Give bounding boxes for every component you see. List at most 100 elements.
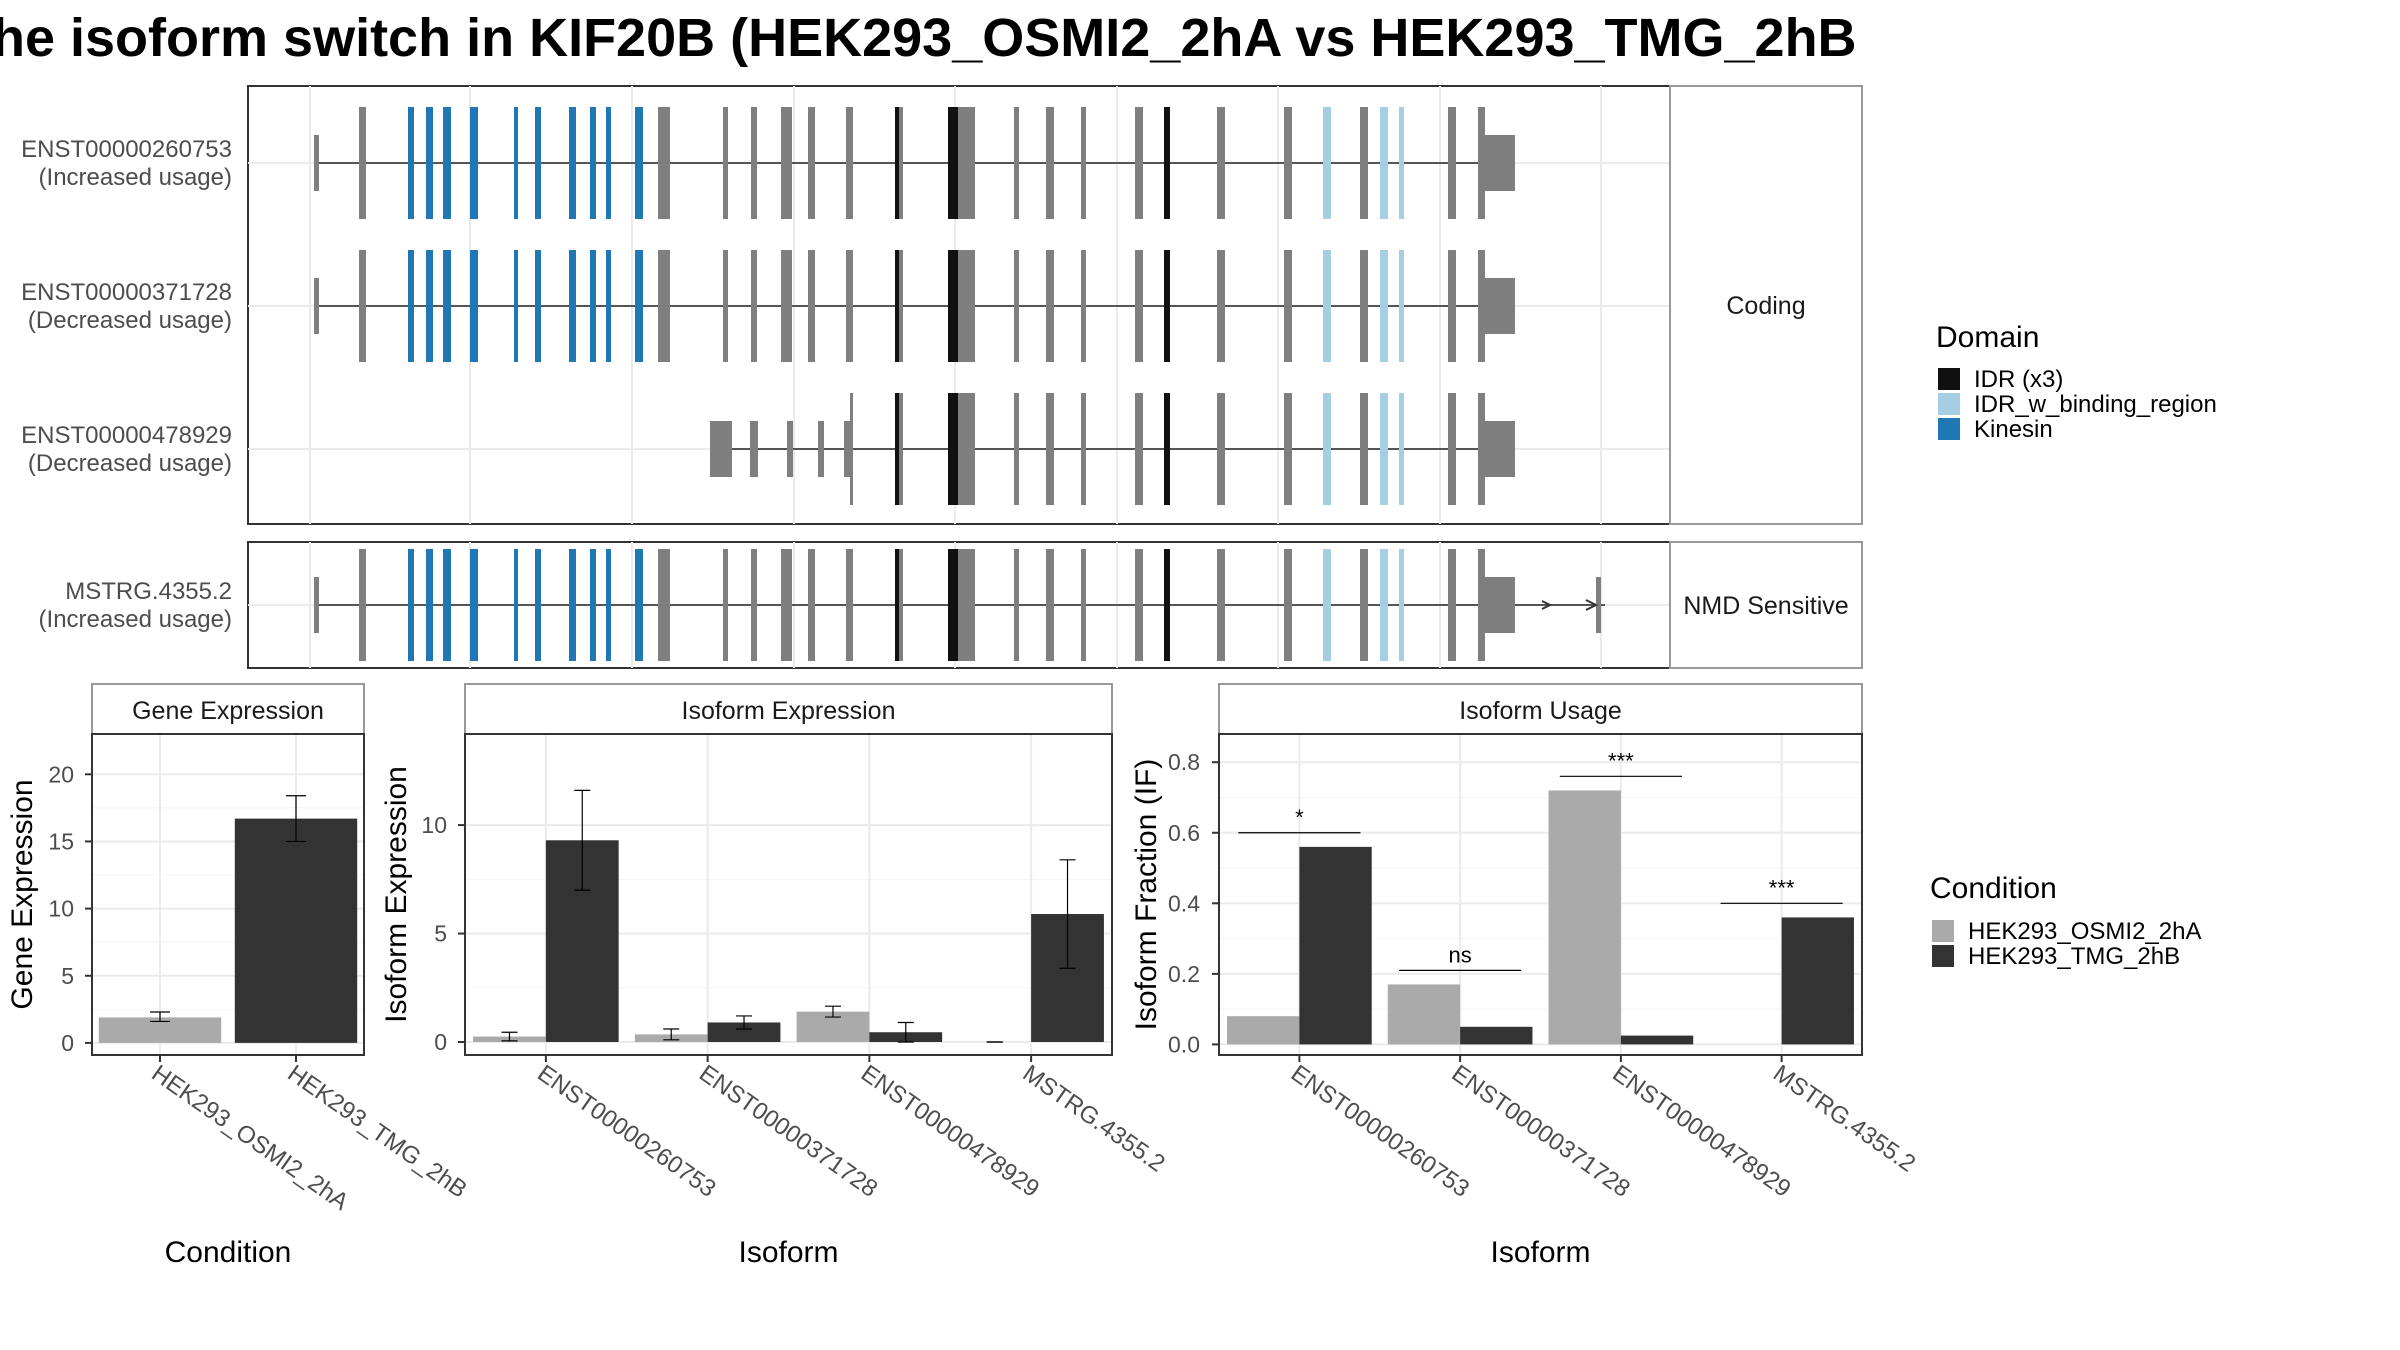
exon xyxy=(781,250,792,362)
domain-segment xyxy=(535,250,541,362)
strip-label: Coding xyxy=(1726,292,1805,320)
exon xyxy=(850,393,853,505)
transcript-usage-label: (Increased usage) xyxy=(39,606,232,633)
exon xyxy=(1014,250,1019,362)
domain-segment xyxy=(1323,250,1331,362)
exon xyxy=(1484,421,1515,477)
exon xyxy=(723,107,728,219)
domain-segment xyxy=(590,549,596,661)
exon xyxy=(1081,393,1086,505)
transcript-ENST00000371728: ENST00000371728(Decreased usage) xyxy=(21,250,1515,362)
exon xyxy=(1217,250,1225,362)
domain-segment xyxy=(895,250,899,362)
exon xyxy=(751,549,757,661)
y-tick-label: 15 xyxy=(48,828,74,854)
exon xyxy=(658,250,670,362)
x-tick-label: ENST00000371728 xyxy=(1447,1060,1635,1203)
x-tick-label: ENST00000260753 xyxy=(532,1060,720,1203)
domain-segment xyxy=(1164,549,1170,661)
exon xyxy=(1596,577,1601,633)
exon xyxy=(1135,549,1143,661)
transcript-id-label: ENST00000260753 xyxy=(21,136,232,163)
exon xyxy=(314,577,319,633)
exon xyxy=(1081,107,1086,219)
expression-charts: Gene Expression05101520HEK293_OSMI2_2hAH… xyxy=(6,683,1920,1269)
exon xyxy=(314,278,319,334)
y-tick-label: 5 xyxy=(434,921,447,947)
domain-segment xyxy=(426,549,433,661)
significance-label: *** xyxy=(1769,875,1795,900)
y-tick-label: 0.2 xyxy=(1168,961,1200,987)
exon xyxy=(751,107,757,219)
transcript-usage-label: (Decreased usage) xyxy=(28,307,232,334)
domain-segment xyxy=(590,250,596,362)
exon xyxy=(658,107,670,219)
exon xyxy=(359,549,366,661)
domain-segment xyxy=(1164,250,1170,362)
transcript-ENST00000478929: ENST00000478929(Decreased usage) xyxy=(21,393,1515,505)
y-axis-title: Isoform Expression xyxy=(380,766,413,1023)
domain-segment xyxy=(1399,393,1404,505)
domain-legend: Domain IDR (x3)IDR_w_binding_regionKines… xyxy=(1936,321,2217,443)
exon xyxy=(1284,250,1292,362)
bar-HEK293_OSMI2_2hA-ENST00000371728 xyxy=(1387,984,1461,1045)
domain-segment xyxy=(606,250,611,362)
exon xyxy=(1217,549,1225,661)
exon xyxy=(723,250,728,362)
y-tick-label: 0 xyxy=(434,1029,447,1055)
domain-legend-label: IDR (x3) xyxy=(1974,366,2063,393)
domain-segment xyxy=(1323,393,1331,505)
domain-segment xyxy=(443,250,451,362)
y-tick-label: 0.8 xyxy=(1168,749,1200,775)
exon xyxy=(710,421,732,477)
transcript-usage-label: (Decreased usage) xyxy=(28,450,232,477)
domain-segment xyxy=(1164,107,1170,219)
domain-segment xyxy=(470,549,478,661)
exon xyxy=(1284,393,1292,505)
exon xyxy=(1284,549,1292,661)
panel-border xyxy=(91,733,365,1056)
significance-label: ns xyxy=(1449,942,1472,967)
domain-segment xyxy=(569,549,576,661)
domain-segment xyxy=(514,250,518,362)
domain-legend-key xyxy=(1938,393,1960,415)
y-axis-title: Isoform Fraction (IF) xyxy=(1130,759,1163,1031)
exon xyxy=(1135,107,1143,219)
domain-segment xyxy=(408,250,414,362)
domain-segment xyxy=(1380,549,1388,661)
transcript-ENST00000260753: ENST00000260753(Increased usage) xyxy=(21,107,1515,219)
domain-segment xyxy=(1399,250,1404,362)
y-tick-label: 0.4 xyxy=(1168,890,1200,916)
domain-segment xyxy=(1164,393,1170,505)
condition-legend-title: Condition xyxy=(1930,872,2057,905)
domain-segment xyxy=(514,107,518,219)
exon xyxy=(818,421,824,477)
panel-border xyxy=(1218,733,1863,1056)
y-axis-title: Gene Expression xyxy=(6,779,39,1009)
exon xyxy=(658,549,670,661)
exon xyxy=(808,107,815,219)
significance-label: *** xyxy=(1608,748,1634,773)
domain-legend-label: IDR_w_binding_region xyxy=(1974,391,2217,418)
transcript-panel-2: NMD Sensitive MSTRG.4355.2(Increased usag… xyxy=(39,541,1863,669)
domain-segment xyxy=(895,549,899,661)
transcript-id-label: ENST00000478929 xyxy=(21,422,232,449)
domain-segment xyxy=(443,107,451,219)
exon xyxy=(1081,250,1086,362)
y-tick-label: 20 xyxy=(48,761,74,787)
domain-segment xyxy=(1399,107,1404,219)
exon xyxy=(359,250,366,362)
y-tick-label: 0.0 xyxy=(1168,1031,1200,1057)
strip-box xyxy=(1669,541,1863,669)
exon xyxy=(808,250,815,362)
y-tick-label: 5 xyxy=(61,963,74,989)
exon xyxy=(1360,107,1368,219)
domain-segment xyxy=(535,549,541,661)
x-tick-label: ENST00000478929 xyxy=(1607,1060,1795,1203)
exon xyxy=(1046,549,1054,661)
domain-legend-key xyxy=(1938,418,1960,440)
domain-segment xyxy=(443,549,451,661)
domain-segment xyxy=(426,250,433,362)
